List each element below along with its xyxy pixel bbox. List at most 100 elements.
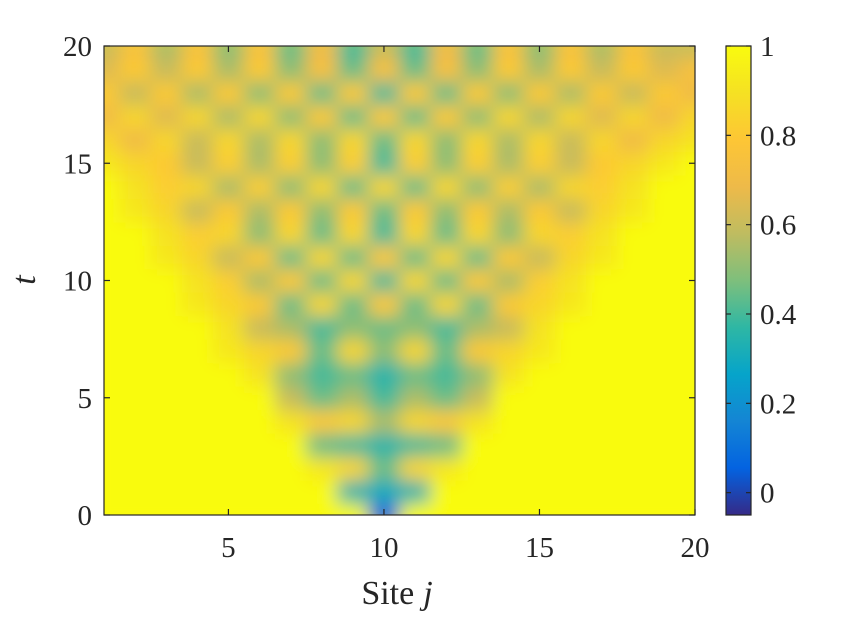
heatmap-cell — [555, 104, 587, 129]
heatmap-cell — [492, 104, 525, 129]
heatmap-cell — [243, 503, 276, 515]
heatmap-cell — [150, 409, 183, 434]
heatmap-cell — [648, 479, 681, 504]
heatmap-cell — [648, 386, 681, 411]
heatmap-cell — [306, 198, 338, 223]
heatmap-cell — [181, 81, 214, 106]
heatmap-cell — [150, 198, 183, 223]
heatmap-cell — [243, 362, 276, 387]
heatmap-cell — [150, 128, 183, 153]
heatmap-cell — [555, 503, 587, 515]
heatmap-cell — [679, 81, 695, 106]
heatmap-cell — [181, 104, 214, 129]
heatmap-cell — [555, 432, 587, 457]
heatmap-cell — [306, 432, 338, 457]
heatmap-cell — [523, 245, 556, 270]
heatmap-cell — [306, 46, 338, 59]
heatmap-cell — [617, 46, 649, 59]
heatmap-cell — [461, 81, 494, 106]
heatmap-cell — [368, 315, 401, 340]
heatmap-cell — [337, 479, 369, 504]
heatmap-cell — [104, 456, 121, 481]
colorbar-tick-label: 1 — [760, 31, 775, 63]
heatmap-cell — [368, 151, 401, 176]
heatmap-cell — [119, 432, 152, 457]
heatmap-cell — [586, 409, 618, 434]
heatmap-cell — [617, 128, 649, 153]
heatmap-cell — [368, 268, 401, 293]
heatmap-cell — [212, 386, 245, 411]
heatmap-cell — [368, 46, 401, 59]
heatmap-cell — [243, 456, 276, 481]
heatmap-cell — [555, 57, 587, 82]
heatmap-cell — [648, 151, 681, 176]
heatmap-cell — [306, 503, 338, 515]
heatmap-cell — [306, 292, 338, 317]
heatmap-cell — [679, 268, 695, 293]
heatmap-cell — [243, 292, 276, 317]
heatmap-cell — [212, 432, 245, 457]
heatmap-cell — [399, 479, 432, 504]
heatmap-cell — [368, 221, 401, 246]
heatmap-cell — [617, 57, 649, 82]
heatmap-cell — [306, 409, 338, 434]
heatmap-cell — [104, 174, 121, 200]
heatmap-cell — [648, 432, 681, 457]
heatmap-cell — [523, 479, 556, 504]
heatmap-cell — [617, 386, 649, 411]
heatmap-cell — [648, 245, 681, 270]
heatmap-cell — [368, 57, 401, 82]
heatmap-cell — [275, 339, 307, 364]
heatmap-cell — [648, 198, 681, 223]
heatmap-cell — [150, 386, 183, 411]
heatmap-cell — [119, 174, 152, 200]
heatmap-cell — [150, 81, 183, 106]
heatmap-cell — [555, 456, 587, 481]
heatmap-cell — [492, 456, 525, 481]
heatmap-cell — [555, 198, 587, 223]
y-tick-label: 10 — [63, 266, 92, 298]
heatmap-cell — [306, 245, 338, 270]
heatmap-cell — [523, 386, 556, 411]
heatmap-cell — [104, 57, 121, 82]
heatmap-cell — [648, 57, 681, 82]
heatmap-cell — [430, 57, 463, 82]
heatmap-cell — [337, 292, 369, 317]
heatmap-cell — [181, 268, 214, 293]
heatmap-cell — [150, 362, 183, 387]
heatmap-cell — [586, 479, 618, 504]
heatmap-cell — [243, 174, 276, 200]
heatmap-cell — [679, 151, 695, 176]
heatmap-cell — [337, 46, 369, 59]
heatmap-cell — [492, 128, 525, 153]
x-axis-symbol: j — [419, 575, 432, 612]
heatmap-cell — [430, 479, 463, 504]
heatmap-cell — [430, 245, 463, 270]
heatmap-cell — [617, 198, 649, 223]
heatmap-cell — [555, 292, 587, 317]
heatmap-cell — [555, 315, 587, 340]
heatmap-cell — [337, 81, 369, 106]
heatmap-cell — [555, 128, 587, 153]
heatmap-cell — [181, 174, 214, 200]
heatmap-cell — [679, 292, 695, 317]
heatmap-cell — [523, 339, 556, 364]
heatmap-cell — [492, 245, 525, 270]
y-tick-label: 15 — [63, 148, 92, 180]
heatmap-cell — [275, 432, 307, 457]
heatmap-cell — [212, 315, 245, 340]
heatmap-cell — [555, 362, 587, 387]
heatmap-cell — [243, 315, 276, 340]
heatmap-cell — [461, 315, 494, 340]
heatmap-cell — [150, 151, 183, 176]
heatmap-cell — [492, 386, 525, 411]
heatmap-cell — [150, 479, 183, 504]
heatmap-cell — [119, 151, 152, 176]
heatmap-cell — [679, 315, 695, 340]
heatmap-cell — [119, 456, 152, 481]
heatmap-cell — [306, 174, 338, 200]
heatmap-cell — [337, 128, 369, 153]
colorbar-frame — [725, 45, 752, 516]
heatmap-cell — [648, 503, 681, 515]
heatmap-cell — [617, 81, 649, 106]
